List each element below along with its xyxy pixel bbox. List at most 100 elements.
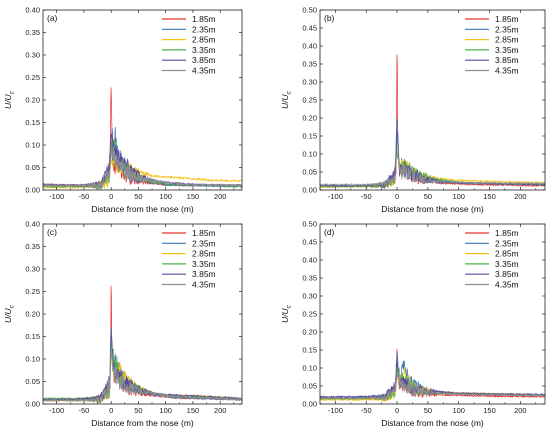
y-tick-label: 0.25 bbox=[302, 310, 317, 319]
x-axis-title: Distance from the nose (m) bbox=[91, 418, 194, 428]
legend-label: 3.85m bbox=[192, 269, 216, 279]
legend-label: 2.85m bbox=[495, 249, 519, 259]
y-tick-label: 0.20 bbox=[302, 114, 317, 123]
series-line-4.35m bbox=[320, 368, 545, 401]
series-line-4.35m bbox=[43, 351, 242, 404]
panel-d: -100 -50 0 50 100 150 200 0.00 0.05 0.10 0.15 0.20 0… bbox=[280, 220, 546, 428]
y-tick-label: 0.40 bbox=[25, 220, 40, 229]
y-tick-label: 0.20 bbox=[302, 328, 317, 337]
x-axis-title: Distance from the nose (m) bbox=[381, 204, 484, 214]
x-tick-label: 50 bbox=[424, 406, 432, 415]
x-axis-title: Distance from the nose (m) bbox=[91, 204, 194, 214]
x-tick-label: 100 bbox=[452, 192, 465, 201]
legend-label: 1.85m bbox=[192, 14, 216, 24]
legend-label: 4.35m bbox=[192, 66, 216, 76]
legend-label: 3.85m bbox=[192, 55, 216, 65]
legend-label: 4.35m bbox=[495, 280, 519, 290]
y-tick-label: 0.00 bbox=[25, 400, 40, 409]
legend-label: 2.35m bbox=[495, 238, 519, 248]
series-group bbox=[320, 349, 545, 403]
x-tick-label: 50 bbox=[134, 406, 142, 415]
y-tick-label: 0.00 bbox=[302, 400, 317, 409]
y-tick-label: 0.40 bbox=[25, 6, 40, 15]
y-tick-label: 0.00 bbox=[302, 186, 317, 195]
y-tick-label: 0.45 bbox=[302, 24, 317, 33]
y-tick-label: 0.10 bbox=[302, 150, 317, 159]
x-tick-label: 200 bbox=[514, 406, 527, 415]
y-tick-label: 0.40 bbox=[302, 42, 317, 51]
x-tick-label: -100 bbox=[49, 192, 64, 201]
x-tick-label: 0 bbox=[395, 406, 399, 415]
series-line-4.35m bbox=[320, 150, 545, 188]
series-group bbox=[320, 54, 545, 189]
x-tick-label: 200 bbox=[214, 406, 227, 415]
x-tick-label: 150 bbox=[187, 192, 200, 201]
legend-label: 3.35m bbox=[192, 45, 216, 55]
panel-label: (b) bbox=[324, 13, 335, 23]
y-axis-title: U/Uc bbox=[3, 90, 16, 109]
y-tick-label: 0.35 bbox=[302, 60, 317, 69]
y-tick-label: 0.15 bbox=[302, 346, 317, 355]
y-tick-label: 0.30 bbox=[302, 78, 317, 87]
legend-label: 3.35m bbox=[495, 45, 519, 55]
y-tick-label: 0.15 bbox=[25, 332, 40, 341]
y-axis-title: U/Uc bbox=[280, 304, 293, 323]
x-tick-label: 150 bbox=[483, 406, 496, 415]
y-tick-label: 0.15 bbox=[302, 132, 317, 141]
y-tick-label: 0.10 bbox=[25, 355, 40, 364]
y-tick-label: 0.35 bbox=[302, 274, 317, 283]
panel-label: (c) bbox=[47, 227, 57, 237]
x-tick-label: -50 bbox=[361, 406, 372, 415]
y-tick-label: 0.10 bbox=[302, 364, 317, 373]
y-tick-label: 0.20 bbox=[25, 310, 40, 319]
y-tick-label: 0.35 bbox=[25, 28, 40, 37]
legend-label: 1.85m bbox=[495, 14, 519, 24]
y-tick-label: 0.15 bbox=[25, 118, 40, 127]
y-tick-label: 0.45 bbox=[302, 238, 317, 247]
legend-label: 3.35m bbox=[192, 259, 216, 269]
y-tick-label: 0.25 bbox=[302, 96, 317, 105]
x-tick-label: -100 bbox=[328, 192, 343, 201]
x-tick-label: -50 bbox=[78, 406, 89, 415]
series-line-3.85m bbox=[320, 130, 545, 189]
x-tick-label: 50 bbox=[424, 192, 432, 201]
y-axis-title: U/Uc bbox=[280, 90, 293, 109]
series-line-1.85m bbox=[320, 349, 545, 402]
legend-label: 2.35m bbox=[192, 238, 216, 248]
y-tick-label: 0.05 bbox=[25, 377, 40, 386]
y-tick-label: 0.50 bbox=[302, 220, 317, 229]
series-line-3.85m bbox=[43, 334, 242, 402]
series-group bbox=[43, 285, 242, 404]
legend-label: 1.85m bbox=[495, 228, 519, 238]
series-group bbox=[43, 87, 242, 190]
series-line-2.85m bbox=[43, 151, 242, 190]
x-tick-label: 200 bbox=[214, 192, 227, 201]
panel-a: -100 -50 0 50 100 150 200 0.00 0.05 0.10 0.15 0.20 0… bbox=[3, 6, 243, 214]
y-tick-label: 0.00 bbox=[25, 186, 40, 195]
y-tick-label: 0.40 bbox=[302, 256, 317, 265]
x-tick-label: 100 bbox=[159, 192, 172, 201]
x-tick-label: 0 bbox=[109, 192, 113, 201]
y-tick-label: 0.30 bbox=[25, 265, 40, 274]
legend-label: 3.35m bbox=[495, 259, 519, 269]
y-tick-label: 0.35 bbox=[25, 242, 40, 251]
legend-label: 3.85m bbox=[495, 55, 519, 65]
y-tick-label: 0.25 bbox=[25, 73, 40, 82]
y-tick-label: 0.10 bbox=[25, 141, 40, 150]
y-tick-label: 0.20 bbox=[25, 96, 40, 105]
x-tick-label: -100 bbox=[328, 406, 343, 415]
series-line-4.35m bbox=[43, 146, 242, 190]
legend-label: 2.35m bbox=[495, 24, 519, 34]
legend-label: 1.85m bbox=[192, 228, 216, 238]
panel-label: (a) bbox=[47, 13, 58, 23]
panel-c: -100 -50 0 50 100 150 200 0.00 0.05 0.10 0.15 0.20 0… bbox=[3, 220, 243, 428]
y-tick-label: 0.30 bbox=[302, 292, 317, 301]
y-tick-label: 0.25 bbox=[25, 287, 40, 296]
x-tick-label: -50 bbox=[361, 192, 372, 201]
x-tick-label: -50 bbox=[78, 192, 89, 201]
